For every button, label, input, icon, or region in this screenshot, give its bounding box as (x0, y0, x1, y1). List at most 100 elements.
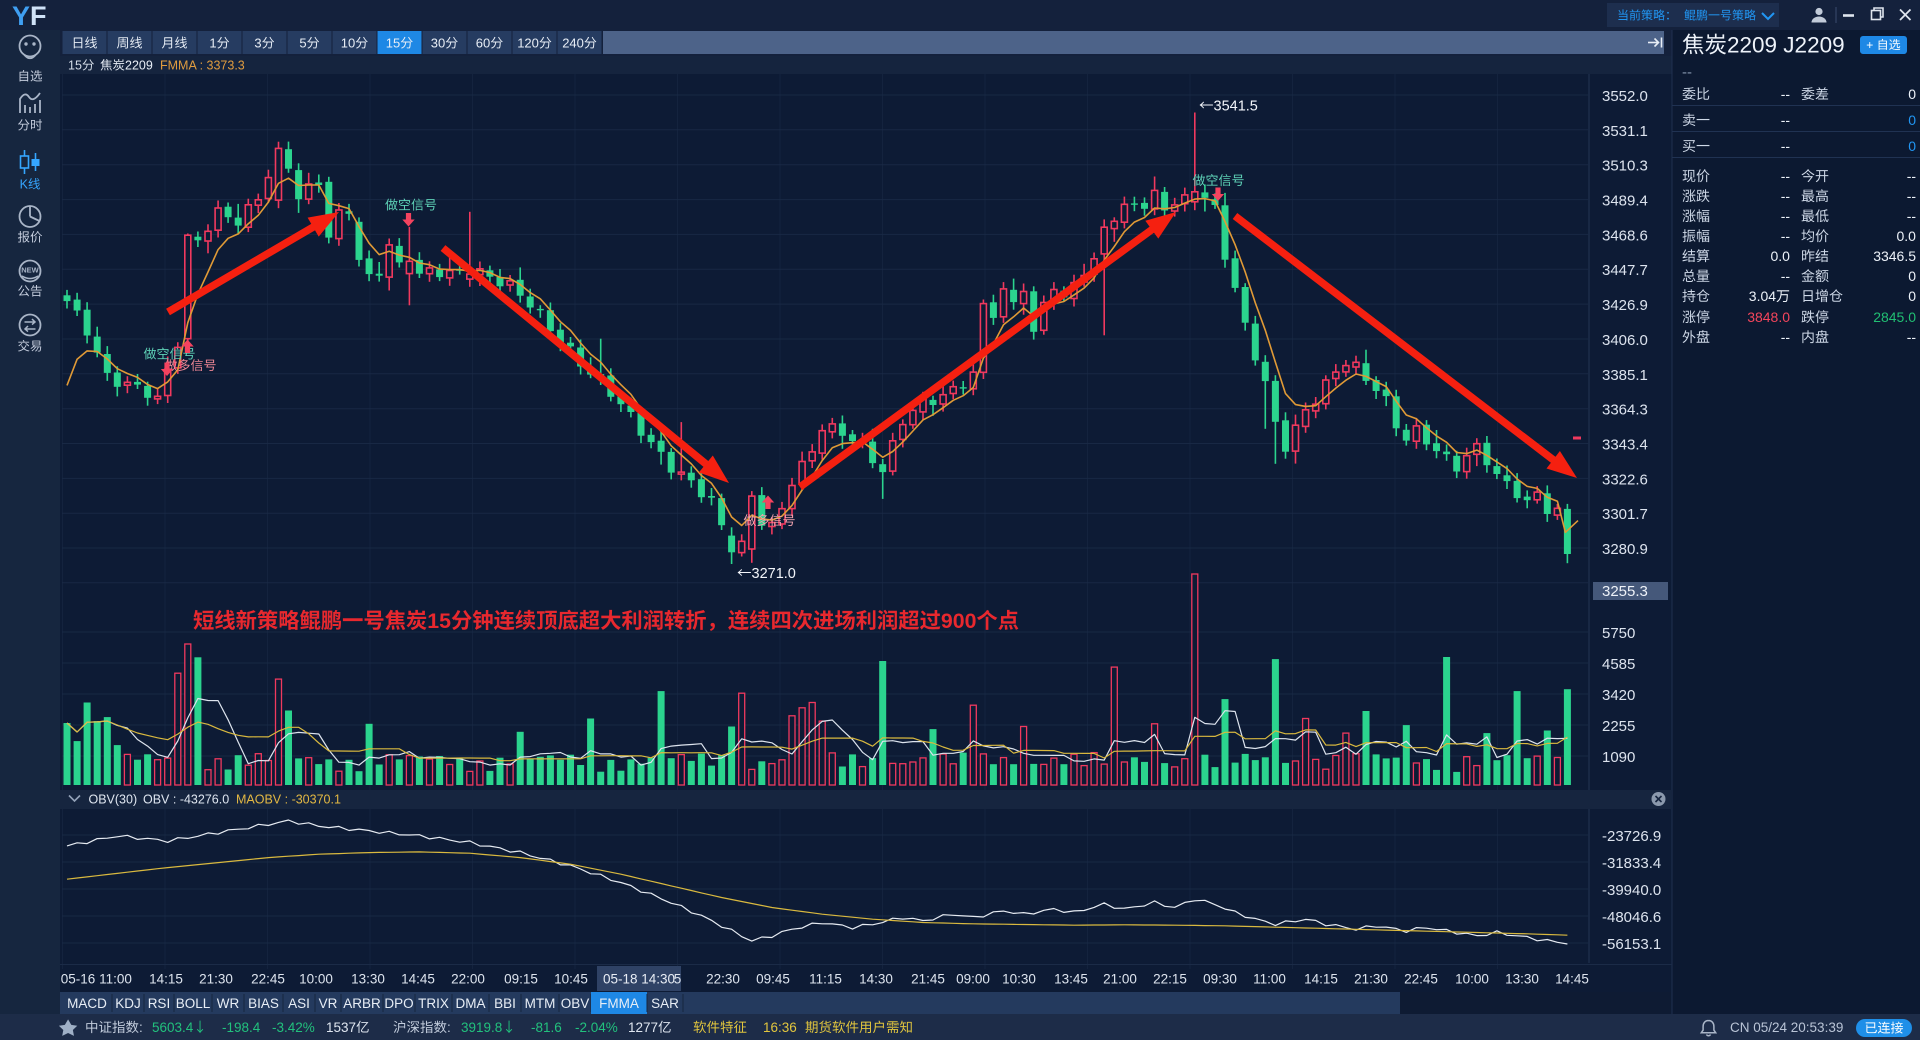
svg-text:BBI: BBI (494, 996, 516, 1011)
svg-text:5750: 5750 (1602, 625, 1635, 642)
svg-text:3322.6: 3322.6 (1602, 471, 1648, 488)
svg-text:3385.1: 3385.1 (1602, 367, 1648, 384)
svg-text:21:30: 21:30 (199, 972, 233, 987)
svg-text:5603.4: 5603.4 (152, 1020, 194, 1035)
svg-text:ASI: ASI (288, 996, 310, 1011)
svg-text:09:30: 09:30 (1203, 972, 1237, 987)
svg-text:0: 0 (1908, 86, 1916, 102)
svg-text:2209 J2209: 2209 J2209 (1727, 33, 1845, 58)
svg-text:16:36: 16:36 (763, 1020, 797, 1035)
svg-text:OBV : -43276.0: OBV : -43276.0 (143, 793, 229, 807)
svg-text::: : (139, 1020, 143, 1035)
svg-text:F: F (30, 1, 47, 31)
svg-text:5: 5 (299, 36, 306, 51)
svg-text:3510.3: 3510.3 (1602, 158, 1648, 175)
svg-text:DPO: DPO (384, 996, 413, 1011)
svg-text:Y: Y (12, 1, 30, 31)
svg-text:--: -- (1781, 112, 1791, 128)
svg-text:--: -- (1907, 168, 1917, 184)
svg-text:--: -- (1781, 188, 1791, 204)
svg-text:--: -- (1781, 208, 1791, 224)
svg-text:11:00: 11:00 (1253, 972, 1286, 987)
svg-text:3426.9: 3426.9 (1602, 297, 1648, 314)
svg-text:900: 900 (941, 609, 977, 633)
svg-text:13:30: 13:30 (1505, 972, 1539, 987)
svg-text:--: -- (1907, 329, 1917, 345)
svg-text:4585: 4585 (1602, 656, 1635, 673)
svg-text:22:15: 22:15 (1153, 972, 1187, 987)
svg-text:10:00: 10:00 (299, 972, 333, 987)
svg-text:3346.5: 3346.5 (1873, 248, 1916, 264)
svg-text:5: 5 (674, 972, 682, 987)
svg-text:3271.0: 3271.0 (752, 566, 796, 582)
svg-text:3420: 3420 (1602, 687, 1635, 704)
svg-text:15: 15 (427, 609, 451, 633)
svg-text:3447.7: 3447.7 (1602, 262, 1648, 279)
svg-text:3531.1: 3531.1 (1602, 123, 1648, 140)
svg-text:3255.3: 3255.3 (1602, 583, 1648, 600)
svg-text:3848.0: 3848.0 (1747, 309, 1790, 325)
svg-text:10:30: 10:30 (1002, 972, 1036, 987)
svg-text:CN 05/24 20:53:39: CN 05/24 20:53:39 (1730, 1020, 1843, 1035)
svg-text:3301.7: 3301.7 (1602, 506, 1648, 523)
svg-text:120: 120 (517, 36, 539, 51)
svg-text::: : (447, 1020, 451, 1035)
svg-text:09:45: 09:45 (756, 972, 790, 987)
svg-text:WR: WR (217, 996, 240, 1011)
svg-text:0: 0 (1908, 138, 1916, 154)
svg-text:10:00: 10:00 (1455, 972, 1489, 987)
svg-text:RSI: RSI (148, 996, 171, 1011)
svg-text:--: -- (1781, 329, 1791, 345)
svg-text:22:45: 22:45 (1404, 972, 1438, 987)
svg-text:-198.4: -198.4 (222, 1020, 261, 1035)
svg-text:--: -- (1781, 138, 1791, 154)
svg-text:MAOBV : -30370.1: MAOBV : -30370.1 (236, 793, 341, 807)
svg-text:TRIX: TRIX (418, 996, 449, 1011)
svg-text:21:30: 21:30 (1354, 972, 1388, 987)
svg-text:3280.9: 3280.9 (1602, 541, 1648, 558)
svg-text:1277: 1277 (628, 1020, 658, 1035)
svg-text:FMMA: FMMA (599, 996, 639, 1011)
svg-text:--: -- (1907, 188, 1917, 204)
svg-text:22:30: 22:30 (706, 972, 740, 987)
svg-text:2255: 2255 (1602, 718, 1635, 735)
svg-text:-39940.0: -39940.0 (1602, 882, 1661, 899)
svg-text:0: 0 (1908, 112, 1916, 128)
svg-text:13:45: 13:45 (1054, 972, 1088, 987)
svg-text:14:15: 14:15 (149, 972, 183, 987)
svg-text:3489.4: 3489.4 (1602, 193, 1648, 210)
svg-text:3919.8: 3919.8 (461, 1020, 502, 1035)
svg-text:1090: 1090 (1602, 749, 1635, 766)
svg-text:BOLL: BOLL (176, 996, 211, 1011)
svg-text:FMMA : 3373.3: FMMA : 3373.3 (160, 59, 245, 73)
svg-text:14:30: 14:30 (859, 972, 893, 987)
svg-text:09:00: 09:00 (956, 972, 990, 987)
svg-text:3552.0: 3552.0 (1602, 88, 1648, 105)
svg-text:--: -- (1682, 64, 1692, 81)
svg-text:OBV: OBV (561, 996, 590, 1011)
svg-text:3343.4: 3343.4 (1602, 437, 1648, 454)
svg-text:60: 60 (476, 36, 490, 51)
svg-text:3406.0: 3406.0 (1602, 332, 1648, 349)
svg-text:22:45: 22:45 (251, 972, 285, 987)
svg-text:1537: 1537 (326, 1020, 356, 1035)
svg-text:--: -- (1781, 168, 1791, 184)
svg-text:240: 240 (562, 36, 584, 51)
svg-text:--: -- (1781, 228, 1791, 244)
svg-text:15: 15 (68, 59, 82, 73)
svg-text:3: 3 (254, 36, 261, 51)
svg-text:13:30: 13:30 (351, 972, 385, 987)
svg-text:05-16: 05-16 (61, 972, 96, 987)
svg-text:NEW: NEW (21, 266, 39, 275)
svg-text:0.0: 0.0 (1897, 228, 1917, 244)
svg-text:21:45: 21:45 (911, 972, 945, 987)
svg-text:0: 0 (1908, 268, 1916, 284)
svg-text:10:45: 10:45 (554, 972, 588, 987)
svg-text:MTM: MTM (525, 996, 556, 1011)
svg-text:OBV(30): OBV(30) (89, 793, 138, 807)
svg-text:14:45: 14:45 (401, 972, 435, 987)
svg-text:-81.6: -81.6 (531, 1020, 562, 1035)
svg-text:30: 30 (431, 36, 445, 51)
svg-text:05-18 14:30: 05-18 14:30 (603, 972, 675, 987)
svg-text:22:00: 22:00 (451, 972, 485, 987)
